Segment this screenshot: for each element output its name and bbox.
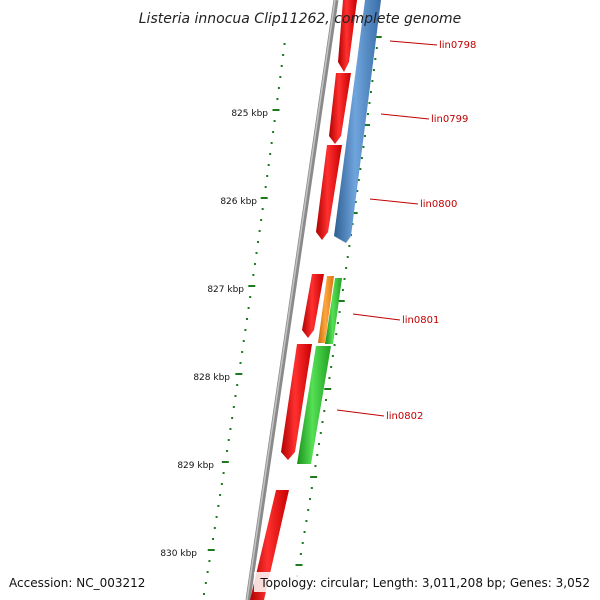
topology-text: Topology: circular; Length: 3,011,208 bp… <box>259 576 590 590</box>
accession-text: Accession: NC_003212 <box>9 576 145 590</box>
genome-backbone-highlight <box>246 0 336 600</box>
gene-feature-green[interactable] <box>325 278 342 344</box>
gene-label-leader <box>380 113 430 120</box>
kbp-label: 827 kbp <box>207 285 244 295</box>
gene-label-lin0802[interactable]: lin0802 <box>386 411 423 422</box>
gene-label-lin0801[interactable]: lin0801 <box>402 315 439 326</box>
gene-feature-green[interactable] <box>297 346 331 464</box>
kbp-label: 826 kbp <box>220 197 257 207</box>
kbp-label: 828 kbp <box>193 373 230 383</box>
gene-feature-red[interactable] <box>329 73 351 144</box>
gene-feature-red[interactable] <box>316 145 342 240</box>
gene-feature-red[interactable] <box>281 344 312 460</box>
gene-label-leader <box>369 198 419 205</box>
genome-backbone <box>245 0 339 600</box>
footer-background <box>254 572 594 592</box>
gene-label-leader <box>352 313 401 321</box>
gene-label-lin0799[interactable]: lin0799 <box>431 114 468 125</box>
gene-label-leader <box>389 40 438 46</box>
inner-ruler <box>202 43 286 595</box>
kbp-label: 830 kbp <box>160 549 197 559</box>
kbp-label: 829 kbp <box>177 461 214 471</box>
kbp-label: 825 kbp <box>231 109 268 119</box>
gene-label-leader <box>336 409 385 417</box>
map-title: Listeria innocua Clip11262, complete gen… <box>139 11 461 27</box>
gene-feature-red[interactable] <box>302 274 324 338</box>
gene-feature-orange[interactable] <box>318 276 334 343</box>
gene-label-lin0800[interactable]: lin0800 <box>420 199 457 210</box>
outer-ruler <box>294 36 382 588</box>
gene-label-lin0798[interactable]: lin0798 <box>439 40 476 51</box>
gene-feature-red[interactable] <box>338 0 357 72</box>
gene-feature-blue[interactable] <box>334 0 381 243</box>
